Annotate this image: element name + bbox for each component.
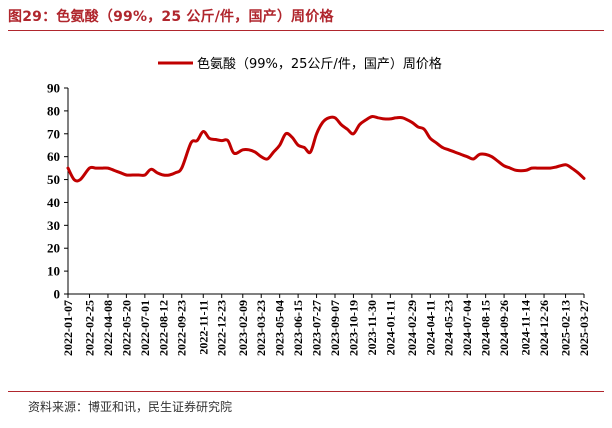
y-tick-label: 10 bbox=[47, 264, 60, 279]
x-tick-label: 2024-12-26 bbox=[537, 300, 551, 356]
legend-label: 色氨酸（99%，25公斤/件，国产）周价格 bbox=[197, 56, 442, 72]
x-tick-label: 2023-10-19 bbox=[346, 300, 360, 356]
x-tick-label: 2023-03-23 bbox=[254, 300, 268, 356]
bottom-rule bbox=[8, 391, 604, 392]
x-tick-label: 2025-02-13 bbox=[559, 300, 573, 356]
figure-title: 图29：色氨酸（99%，25 公斤/件，国产）周价格 bbox=[8, 9, 334, 25]
x-tick-label: 2023-11-30 bbox=[365, 300, 379, 355]
x-axis-ticks: 2022-01-07 2022-02-25 2022-04-08 2022-05-20… bbox=[61, 294, 591, 356]
y-tick-label: 40 bbox=[47, 195, 60, 210]
x-tick-label: 2024-08-15 bbox=[479, 300, 493, 356]
x-tick-label: 2022-11-11 bbox=[196, 300, 210, 355]
y-tick-label: 80 bbox=[47, 103, 60, 118]
y-tick-label: 30 bbox=[47, 218, 60, 233]
y-tick-label: 0 bbox=[54, 287, 61, 302]
x-tick-label: 2024-11-14 bbox=[519, 300, 533, 355]
y-tick-label: 70 bbox=[47, 126, 60, 141]
x-tick-label: 2024-07-04 bbox=[460, 300, 474, 356]
axes bbox=[67, 88, 584, 295]
y-tick-label: 90 bbox=[47, 81, 60, 96]
legend: 色氨酸（99%，25公斤/件，国产）周价格 bbox=[158, 56, 442, 72]
x-tick-label: 2022-09-23 bbox=[175, 300, 189, 356]
x-tick-label: 2024-02-29 bbox=[405, 300, 419, 356]
x-tick-label: 2024-05-23 bbox=[442, 300, 456, 356]
y-tick-label: 60 bbox=[47, 149, 60, 164]
x-tick-label: 2022-08-12 bbox=[156, 300, 170, 356]
x-tick-label: 2022-12-23 bbox=[215, 300, 229, 356]
y-tick-label: 20 bbox=[47, 241, 60, 256]
x-tick-label: 2022-05-20 bbox=[119, 300, 133, 356]
x-tick-label: 2023-09-07 bbox=[328, 300, 342, 356]
x-tick-label: 2024-09-26 bbox=[497, 300, 511, 356]
source-note: 资料来源：博亚和讯，民生证券研究院 bbox=[28, 400, 233, 414]
x-tick-label: 2022-01-07 bbox=[61, 300, 75, 356]
x-tick-label: 2022-07-01 bbox=[138, 300, 152, 356]
x-tick-label: 2023-02-09 bbox=[236, 300, 250, 356]
title-rule bbox=[8, 30, 604, 31]
series-line bbox=[66, 115, 586, 183]
x-tick-label: 2023-06-15 bbox=[291, 300, 305, 356]
x-tick-label: 2022-04-08 bbox=[101, 300, 115, 356]
y-axis-ticks: 0 10 20 30 40 50 60 70 80 90 bbox=[47, 81, 68, 302]
x-tick-label: 2025-03-27 bbox=[577, 300, 591, 356]
x-tick-label: 2023-05-04 bbox=[273, 300, 287, 356]
x-tick-label: 2024-01-11 bbox=[383, 300, 397, 355]
line-chart: 色氨酸（99%，25公斤/件，国产）周价格 0 10 20 30 40 50 60 70 80 9… bbox=[47, 56, 591, 356]
x-tick-label: 2023-07-27 bbox=[310, 300, 324, 356]
x-tick-label: 2022-02-25 bbox=[83, 300, 97, 356]
y-tick-label: 50 bbox=[47, 172, 60, 187]
x-tick-label: 2024-04-11 bbox=[423, 300, 437, 355]
